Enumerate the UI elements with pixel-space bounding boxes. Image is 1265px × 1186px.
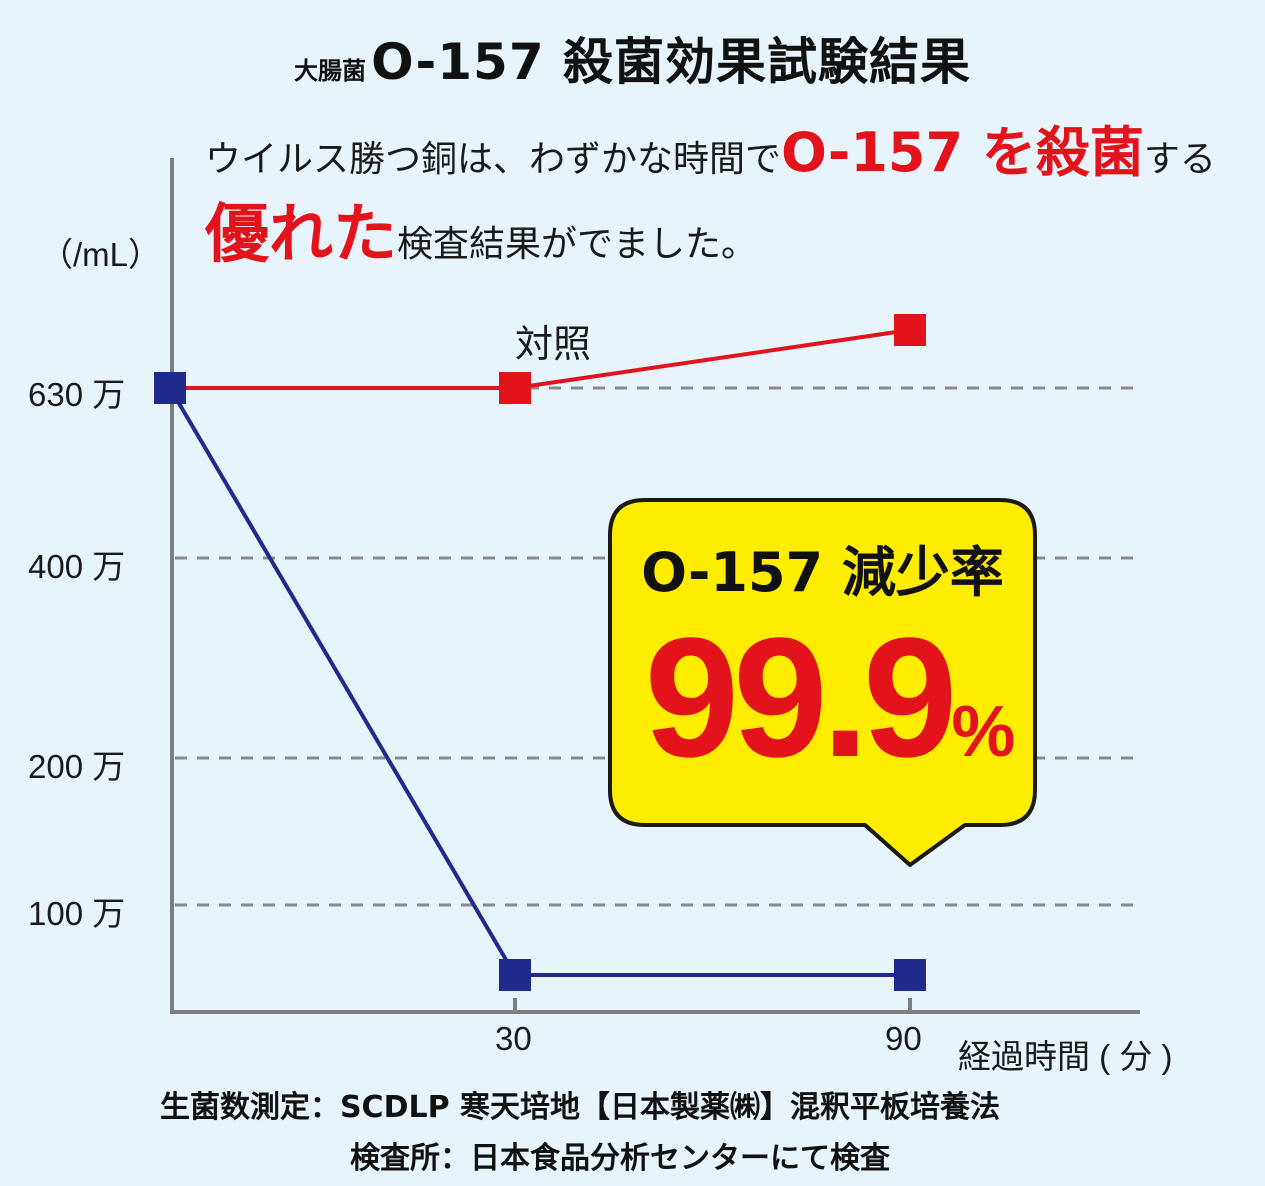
footer-method: 生菌数測定：SCDLP 寒天培地【日本製薬㈱】混釈平板培養法 xyxy=(159,1090,1001,1125)
subtitle-highlight-a: O-157 を殺菌 xyxy=(781,121,1144,184)
subtitle-text-c: 検査結果がでました。 xyxy=(397,224,758,265)
badge-title: O-157 減少率 xyxy=(641,541,1004,604)
chart-title: 大腸菌 O-157 殺菌効果試験結果 xyxy=(0,22,1265,94)
title-prefix: 大腸菌 xyxy=(293,57,366,85)
badge-percent-value: 99.9 xyxy=(644,603,958,793)
subtitle-text-b: する xyxy=(1143,139,1216,180)
subtitle-line-2: 優れた検査結果がでました。 xyxy=(205,183,757,275)
subtitle-text-a: ウイルス勝つ銅は、わずかな時間で xyxy=(205,139,782,180)
data-point-control xyxy=(894,314,926,346)
data-point-start xyxy=(154,372,186,404)
badge-bubble xyxy=(608,498,1037,867)
series-label-control: 対照 xyxy=(515,322,592,366)
title-main: O-157 殺菌効果試験結果 xyxy=(371,33,972,91)
footer-lab: 検査所：日本食品分析センターにて検査 xyxy=(350,1141,890,1176)
subtitle-line-1: ウイルス勝つ銅は、わずかな時間でO-157 を殺菌する xyxy=(205,108,1216,187)
y-unit-label: （/mL） xyxy=(40,236,162,273)
data-point-control xyxy=(499,372,531,404)
y-tick-label: 630 万 xyxy=(28,376,126,413)
y-tick-label: 200 万 xyxy=(28,748,126,785)
subtitle-highlight-b: 優れた xyxy=(205,198,397,272)
x-tick-label: 90 xyxy=(885,1020,922,1057)
x-tick-label: 30 xyxy=(495,1020,532,1057)
y-tick-label: 400 万 xyxy=(28,548,126,585)
data-point-copper xyxy=(499,959,531,991)
data-point-copper xyxy=(894,959,926,991)
y-tick-label: 100 万 xyxy=(28,895,126,932)
badge-value: 99.9% xyxy=(620,600,1040,796)
x-axis-label: 経過時間 ( 分 ) xyxy=(958,1038,1173,1075)
badge-percent-unit: % xyxy=(951,692,1016,772)
